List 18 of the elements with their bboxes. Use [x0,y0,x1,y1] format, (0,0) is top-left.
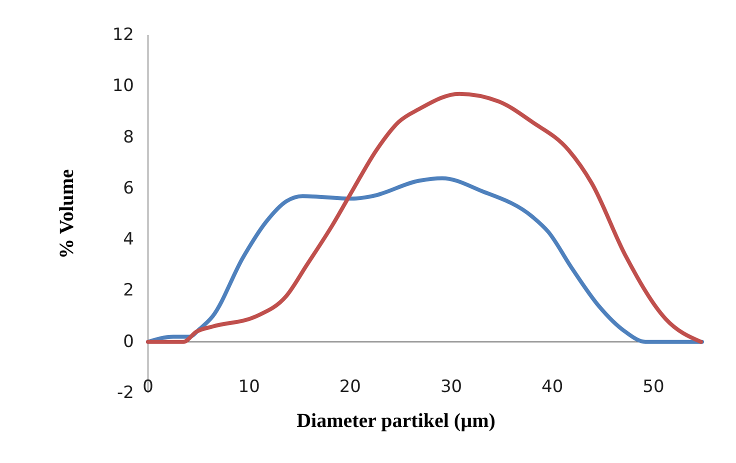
x-tick-label: 10 [238,377,260,397]
y-tick-label: 4 [123,230,134,250]
x-axis-title: Diameter partikel (µm) [296,410,496,432]
y-tick-label: 6 [123,178,134,198]
x-tick-label: 30 [440,377,462,397]
y-tick-label: 2 [123,280,134,301]
y-tick-label: 12 [112,25,134,45]
y-tick-label: 0 [123,332,134,352]
x-tick-label: 50 [642,377,664,397]
x-tick-label: 0 [142,377,154,397]
y-axis-title: % Volume [56,169,78,259]
y-tick-label: -2 [117,383,134,403]
line-series [146,92,703,344]
x-tick-label: 40 [542,377,564,397]
x-tick-label: 20 [339,377,361,397]
y-tick-label: 8 [123,127,134,148]
y-tick-label: 10 [112,76,134,96]
line-series [146,176,704,344]
